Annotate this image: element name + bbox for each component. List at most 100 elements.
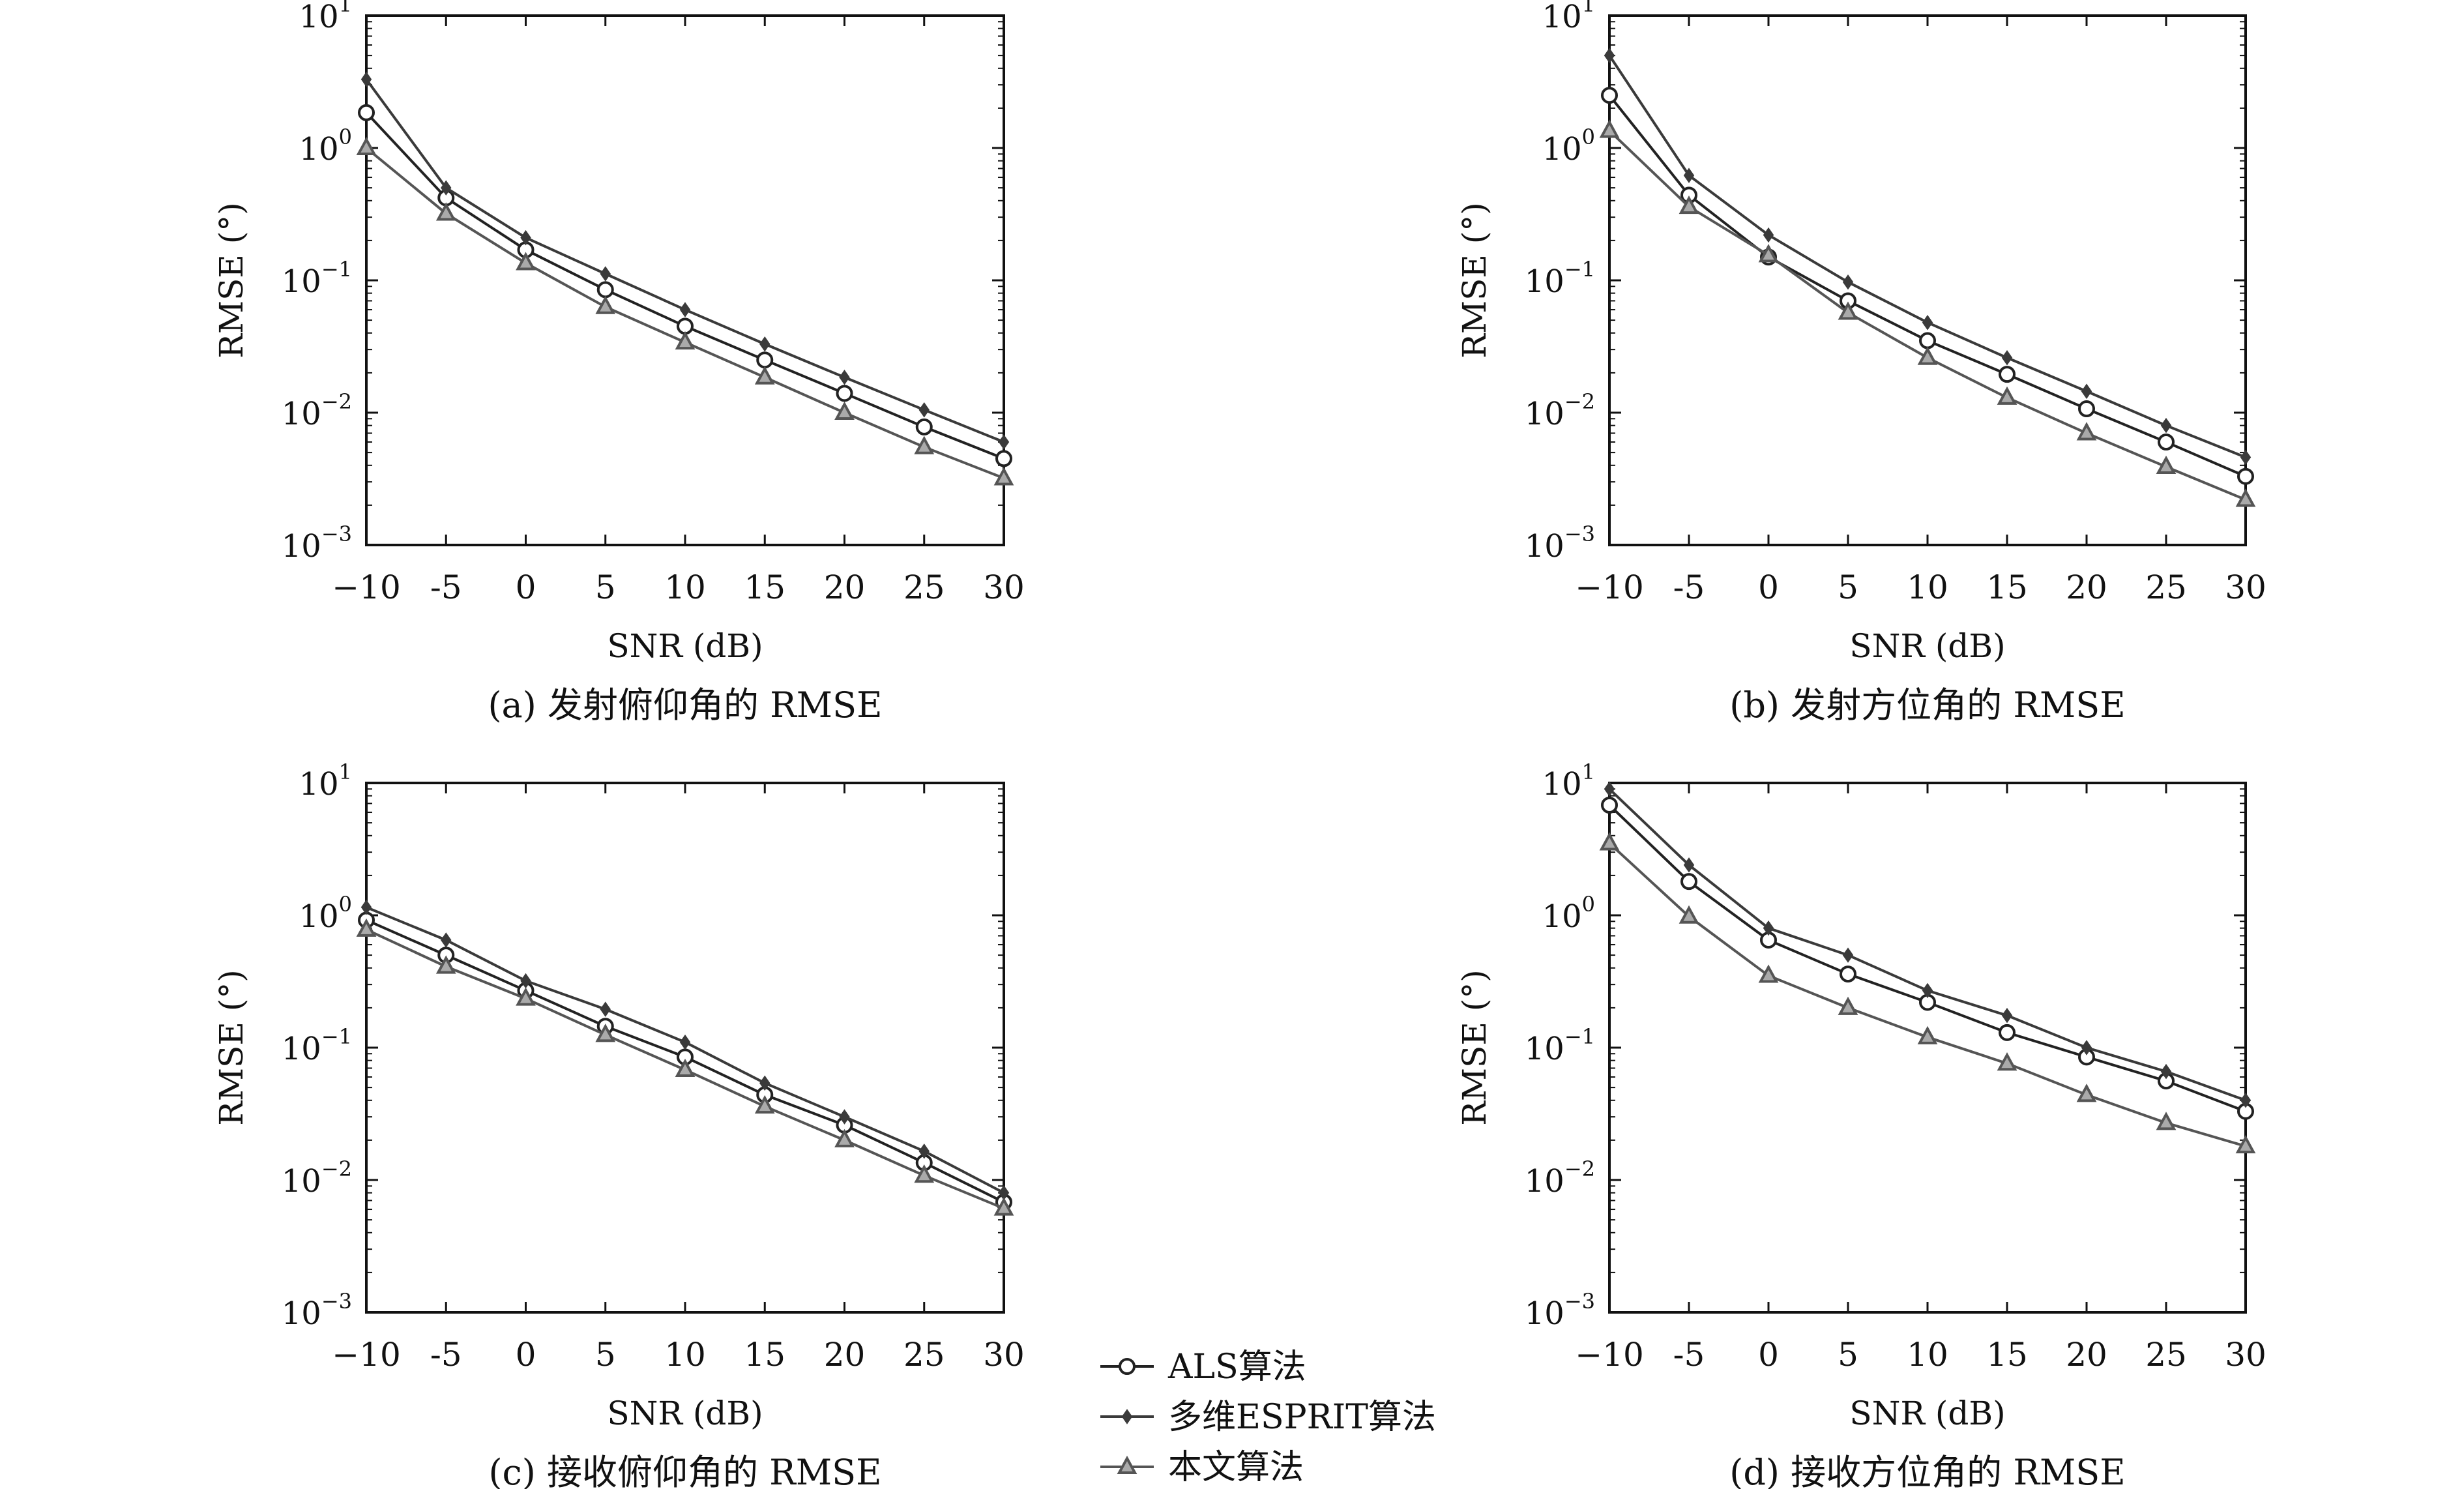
y-tick-label: 101 — [299, 0, 352, 35]
x-tick-label: 15 — [1986, 1336, 2028, 1374]
data-point-triangle — [914, 435, 935, 454]
panel-d: −10 -5 0 5 10 15 20 25 30 10−3 10−2 10−1 100 101 SNR (… — [1456, 759, 2266, 1489]
panel-caption: (a) 发射俯仰角的 RMSE — [488, 685, 882, 726]
x-axis-label: SNR (dB) — [607, 627, 763, 665]
x-tick-label: 10 — [1907, 1336, 1948, 1374]
data-point-diamond — [360, 71, 372, 87]
data-point-triangle — [1917, 1025, 1938, 1044]
y-tick-label: 100 — [1542, 892, 1595, 935]
x-tick-label: 30 — [2225, 1336, 2266, 1374]
data-point-diamond — [1604, 48, 1615, 63]
data-point-triangle — [2235, 1135, 2256, 1154]
x-tick-label: 25 — [2145, 1336, 2187, 1374]
data-point-triangle — [1758, 964, 1779, 983]
y-tick-label: 10−3 — [282, 522, 352, 565]
data-point-circle — [1999, 366, 2016, 383]
data-point-triangle — [2156, 455, 2177, 475]
y-tick-label: 10−2 — [282, 1157, 352, 1200]
data-point-diamond — [2001, 1007, 2013, 1024]
x-tick-label: −10 — [1575, 568, 1644, 606]
x-tick-label: 5 — [1838, 568, 1858, 606]
data-point-triangle — [435, 202, 456, 221]
data-point-diamond — [520, 229, 531, 246]
data-point-diamond — [679, 302, 691, 317]
plot-frame — [1608, 14, 2247, 546]
data-point-diamond — [998, 434, 1010, 450]
data-point-circle — [915, 418, 933, 435]
data-point-triangle — [993, 1197, 1014, 1216]
x-tick-label: 10 — [664, 568, 706, 606]
x-tick-label: 15 — [744, 1336, 785, 1374]
data-point-triangle — [1997, 386, 2017, 405]
data-point-diamond — [759, 1075, 770, 1091]
series-line-1 — [365, 111, 1005, 460]
data-point-triangle — [1679, 905, 1699, 924]
legend-marker-triangle — [1117, 1455, 1137, 1474]
data-point-circle — [756, 351, 774, 369]
x-tick-label: 25 — [903, 1336, 945, 1374]
x-tick-label: 0 — [516, 1336, 536, 1374]
plot-frame — [1608, 782, 2247, 1314]
y-tick-label: 10−2 — [282, 389, 352, 432]
x-tick-label: 30 — [983, 1336, 1025, 1374]
panel-b: −10 -5 0 5 10 15 20 25 30 10−3 10−2 10−1 100 101 SNR (… — [1456, 0, 2266, 726]
x-tick-label: 0 — [1758, 1336, 1779, 1374]
data-point-triangle — [435, 955, 456, 974]
legend-label: ALS算法 — [1167, 1348, 1306, 1387]
data-point-triangle — [1997, 1052, 2017, 1071]
data-point-triangle — [834, 401, 855, 420]
data-point-diamond — [1922, 982, 1933, 999]
y-tick-label: 101 — [1542, 759, 1595, 803]
data-point-diamond — [2081, 383, 2092, 399]
data-point-triangle — [1758, 244, 1779, 263]
data-point-diamond — [600, 1001, 611, 1017]
data-point-circle — [995, 450, 1012, 467]
data-point-triangle — [2235, 488, 2256, 507]
x-tick-label: -5 — [430, 568, 462, 606]
x-tick-label: −10 — [332, 568, 401, 606]
data-point-diamond — [839, 1109, 850, 1125]
panel-caption: (d) 接收方位角的 RMSE — [1729, 1452, 2125, 1489]
x-tick-label: 10 — [664, 1336, 706, 1374]
x-tick-label: −10 — [332, 1336, 401, 1374]
data-point-circle — [358, 104, 375, 121]
data-point-triangle — [1679, 195, 1699, 214]
data-point-diamond — [1922, 314, 1933, 331]
panel-a: −10 -5 0 5 10 15 20 25 30 10−3 10−2 10−1 100 101 SNR (… — [213, 0, 1025, 726]
data-point-triangle — [1599, 832, 1620, 851]
y-tick-label: 101 — [299, 759, 352, 803]
y-axis-label: RMSE (°) — [1456, 969, 1493, 1126]
x-tick-label: 0 — [1758, 568, 1779, 606]
data-point-circle — [836, 385, 853, 402]
data-point-triangle — [516, 252, 536, 271]
legend-label: 多维ESPRIT算法 — [1168, 1398, 1436, 1437]
data-point-diamond — [360, 899, 372, 915]
data-point-diamond — [918, 402, 930, 418]
x-tick-label: 20 — [824, 568, 866, 606]
x-tick-label: -5 — [430, 1336, 462, 1374]
legend-marker-diamond — [1121, 1409, 1133, 1424]
data-point-triangle — [1599, 119, 1620, 138]
data-point-circle — [2158, 434, 2175, 451]
x-tick-label: 20 — [824, 1336, 866, 1374]
data-point-diamond — [441, 932, 452, 948]
x-tick-label: -5 — [1673, 568, 1705, 606]
data-point-triangle — [675, 1058, 696, 1078]
data-point-circle — [1919, 332, 1936, 349]
data-point-diamond — [1763, 227, 1774, 243]
data-point-circle — [2078, 400, 2095, 418]
y-tick-label: 10−3 — [1525, 522, 1595, 565]
x-tick-label: 30 — [983, 568, 1025, 606]
data-point-triangle — [595, 1024, 616, 1042]
data-point-triangle — [356, 136, 377, 155]
data-point-circle — [1999, 1024, 2016, 1041]
data-point-circle — [1680, 873, 1697, 891]
x-tick-label: 15 — [1986, 568, 2028, 606]
x-tick-label: 5 — [595, 568, 616, 606]
legend-label: 本文算法 — [1168, 1448, 1304, 1487]
data-point-triangle — [914, 1164, 935, 1183]
x-tick-label: 10 — [1907, 568, 1948, 606]
data-point-triangle — [2156, 1112, 2177, 1130]
x-tick-label: 20 — [2066, 1336, 2107, 1374]
data-point-triangle — [1917, 346, 1938, 365]
